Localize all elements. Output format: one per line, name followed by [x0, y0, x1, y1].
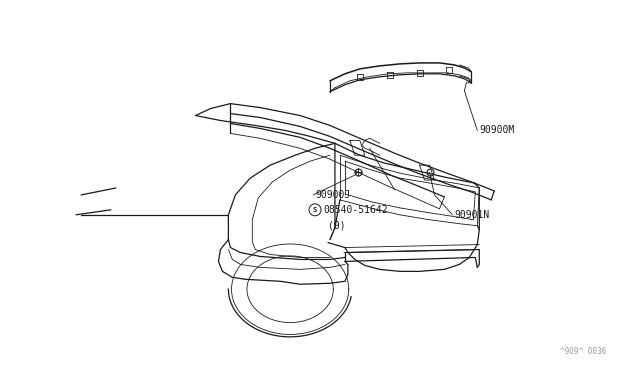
- Text: 90901N: 90901N: [454, 210, 490, 220]
- Text: ^909^ 0036: ^909^ 0036: [561, 347, 607, 356]
- Text: 90900M: 90900M: [479, 125, 515, 135]
- Text: 90900J: 90900J: [315, 190, 350, 200]
- Text: 08540-51642: 08540-51642: [323, 205, 388, 215]
- Text: (9): (9): [328, 221, 346, 231]
- Text: S: S: [313, 207, 317, 213]
